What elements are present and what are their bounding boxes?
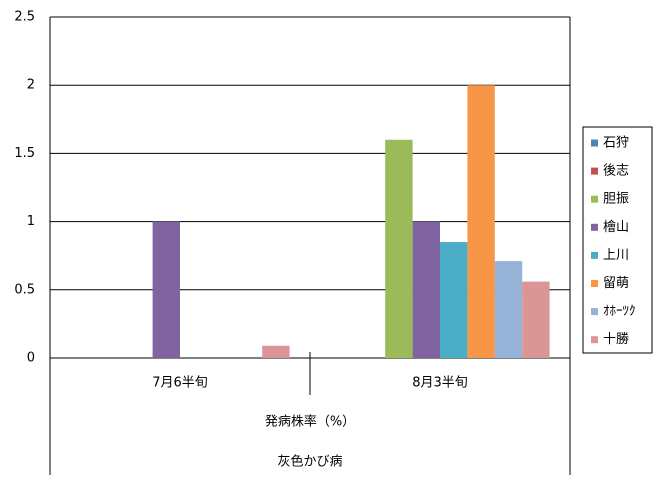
y-tick-label: 2 [27, 78, 35, 93]
y-tick-label: 0.5 [14, 282, 35, 297]
legend-swatch [591, 336, 598, 344]
y-tick-label: 2.5 [14, 10, 35, 25]
legend-label: 胆振 [603, 192, 629, 207]
bar [152, 221, 180, 358]
legend-swatch [591, 280, 598, 287]
bar [522, 281, 550, 358]
x-tick-label: 8月3半旬 [412, 376, 468, 391]
legend-swatch [591, 251, 598, 259]
legend-box [582, 126, 653, 354]
legend-swatch [591, 308, 598, 316]
legend-label: 後志 [603, 164, 629, 179]
y-tick-label: 0 [27, 351, 35, 366]
bar [440, 242, 468, 358]
y-tick-label: 1 [27, 214, 35, 229]
bar [467, 85, 495, 358]
legend-swatch [591, 139, 598, 147]
legend-swatch [591, 195, 598, 203]
legend-swatch [591, 223, 598, 231]
x-group-label: 発病株率（%） [265, 414, 355, 430]
bar [385, 139, 413, 358]
legend-label: 上川 [603, 248, 629, 263]
legend-label: ｵﾎｰﾂｸ [603, 304, 636, 319]
legend-label: 石狩 [603, 136, 629, 151]
x-outer-label: 灰色かび病 [277, 454, 342, 470]
legend-label: 十勝 [603, 332, 629, 347]
bar [412, 221, 440, 358]
bar [494, 261, 523, 358]
legend-swatch [591, 167, 598, 175]
bar [262, 345, 290, 358]
y-tick-label: 1.5 [14, 146, 35, 161]
legend-label: 檜山 [603, 219, 629, 235]
x-tick-label: 7月6半旬 [152, 376, 208, 391]
legend-label: 留萌 [603, 276, 629, 291]
